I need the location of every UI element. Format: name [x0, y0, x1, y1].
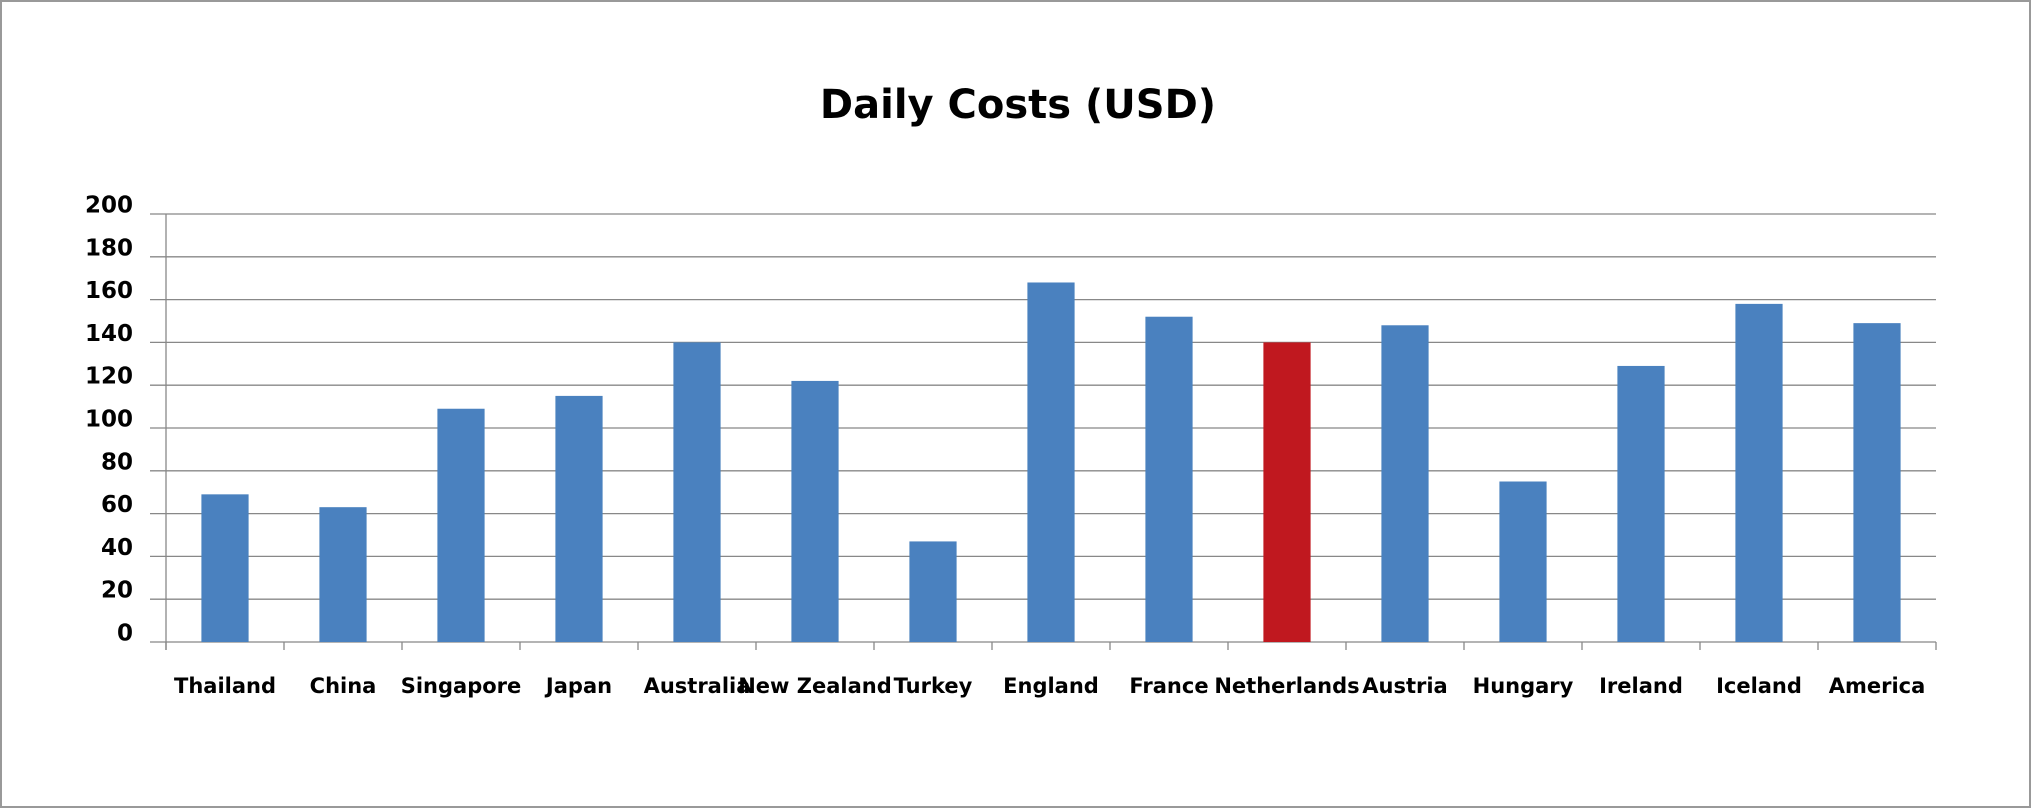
bar [791, 380, 839, 642]
x-tick-label: Iceland [1716, 674, 1802, 698]
bar [1381, 325, 1429, 642]
bar [201, 494, 249, 642]
x-tick-label: Australia [644, 674, 751, 698]
y-tick-label: 100 [85, 407, 133, 433]
y-tick-label: 80 [101, 449, 133, 475]
x-tick-label: Ireland [1599, 674, 1683, 698]
y-tick-label: 40 [101, 535, 133, 561]
chart-title: Daily Costs (USD) [820, 82, 1216, 128]
bar [1735, 303, 1783, 642]
x-tick-label: Singapore [401, 674, 522, 698]
bar [1853, 323, 1901, 642]
x-tick-label: Turkey [894, 674, 973, 698]
bar [555, 395, 603, 642]
bar [1617, 365, 1665, 642]
y-tick-label: 20 [101, 578, 133, 604]
y-tick-label: 180 [85, 235, 133, 261]
y-tick-label: 120 [85, 364, 133, 390]
x-tick-label: France [1129, 674, 1208, 698]
bar [437, 408, 485, 642]
x-tick-label: America [1829, 674, 1926, 698]
x-tick-label: England [1003, 674, 1099, 698]
bar [1145, 316, 1193, 642]
x-tick-label: Austria [1362, 674, 1447, 698]
x-tick-label: Hungary [1473, 674, 1574, 698]
x-tick-label: Netherlands [1214, 674, 1359, 698]
x-tick-label: Thailand [174, 674, 276, 698]
y-tick-label: 60 [101, 492, 133, 518]
bar [1027, 282, 1075, 642]
bar [1263, 342, 1311, 642]
y-tick-label: 140 [85, 321, 133, 347]
bar [909, 541, 957, 642]
y-tick-label: 0 [117, 621, 133, 647]
bar [673, 342, 721, 642]
bar [319, 507, 367, 642]
y-tick-label: 200 [85, 193, 133, 219]
y-tick-label: 160 [85, 278, 133, 304]
x-tick-label: Japan [544, 674, 612, 698]
x-tick-label: China [310, 674, 377, 698]
bar [1499, 481, 1547, 642]
x-tick-label: New Zealand [738, 674, 892, 698]
